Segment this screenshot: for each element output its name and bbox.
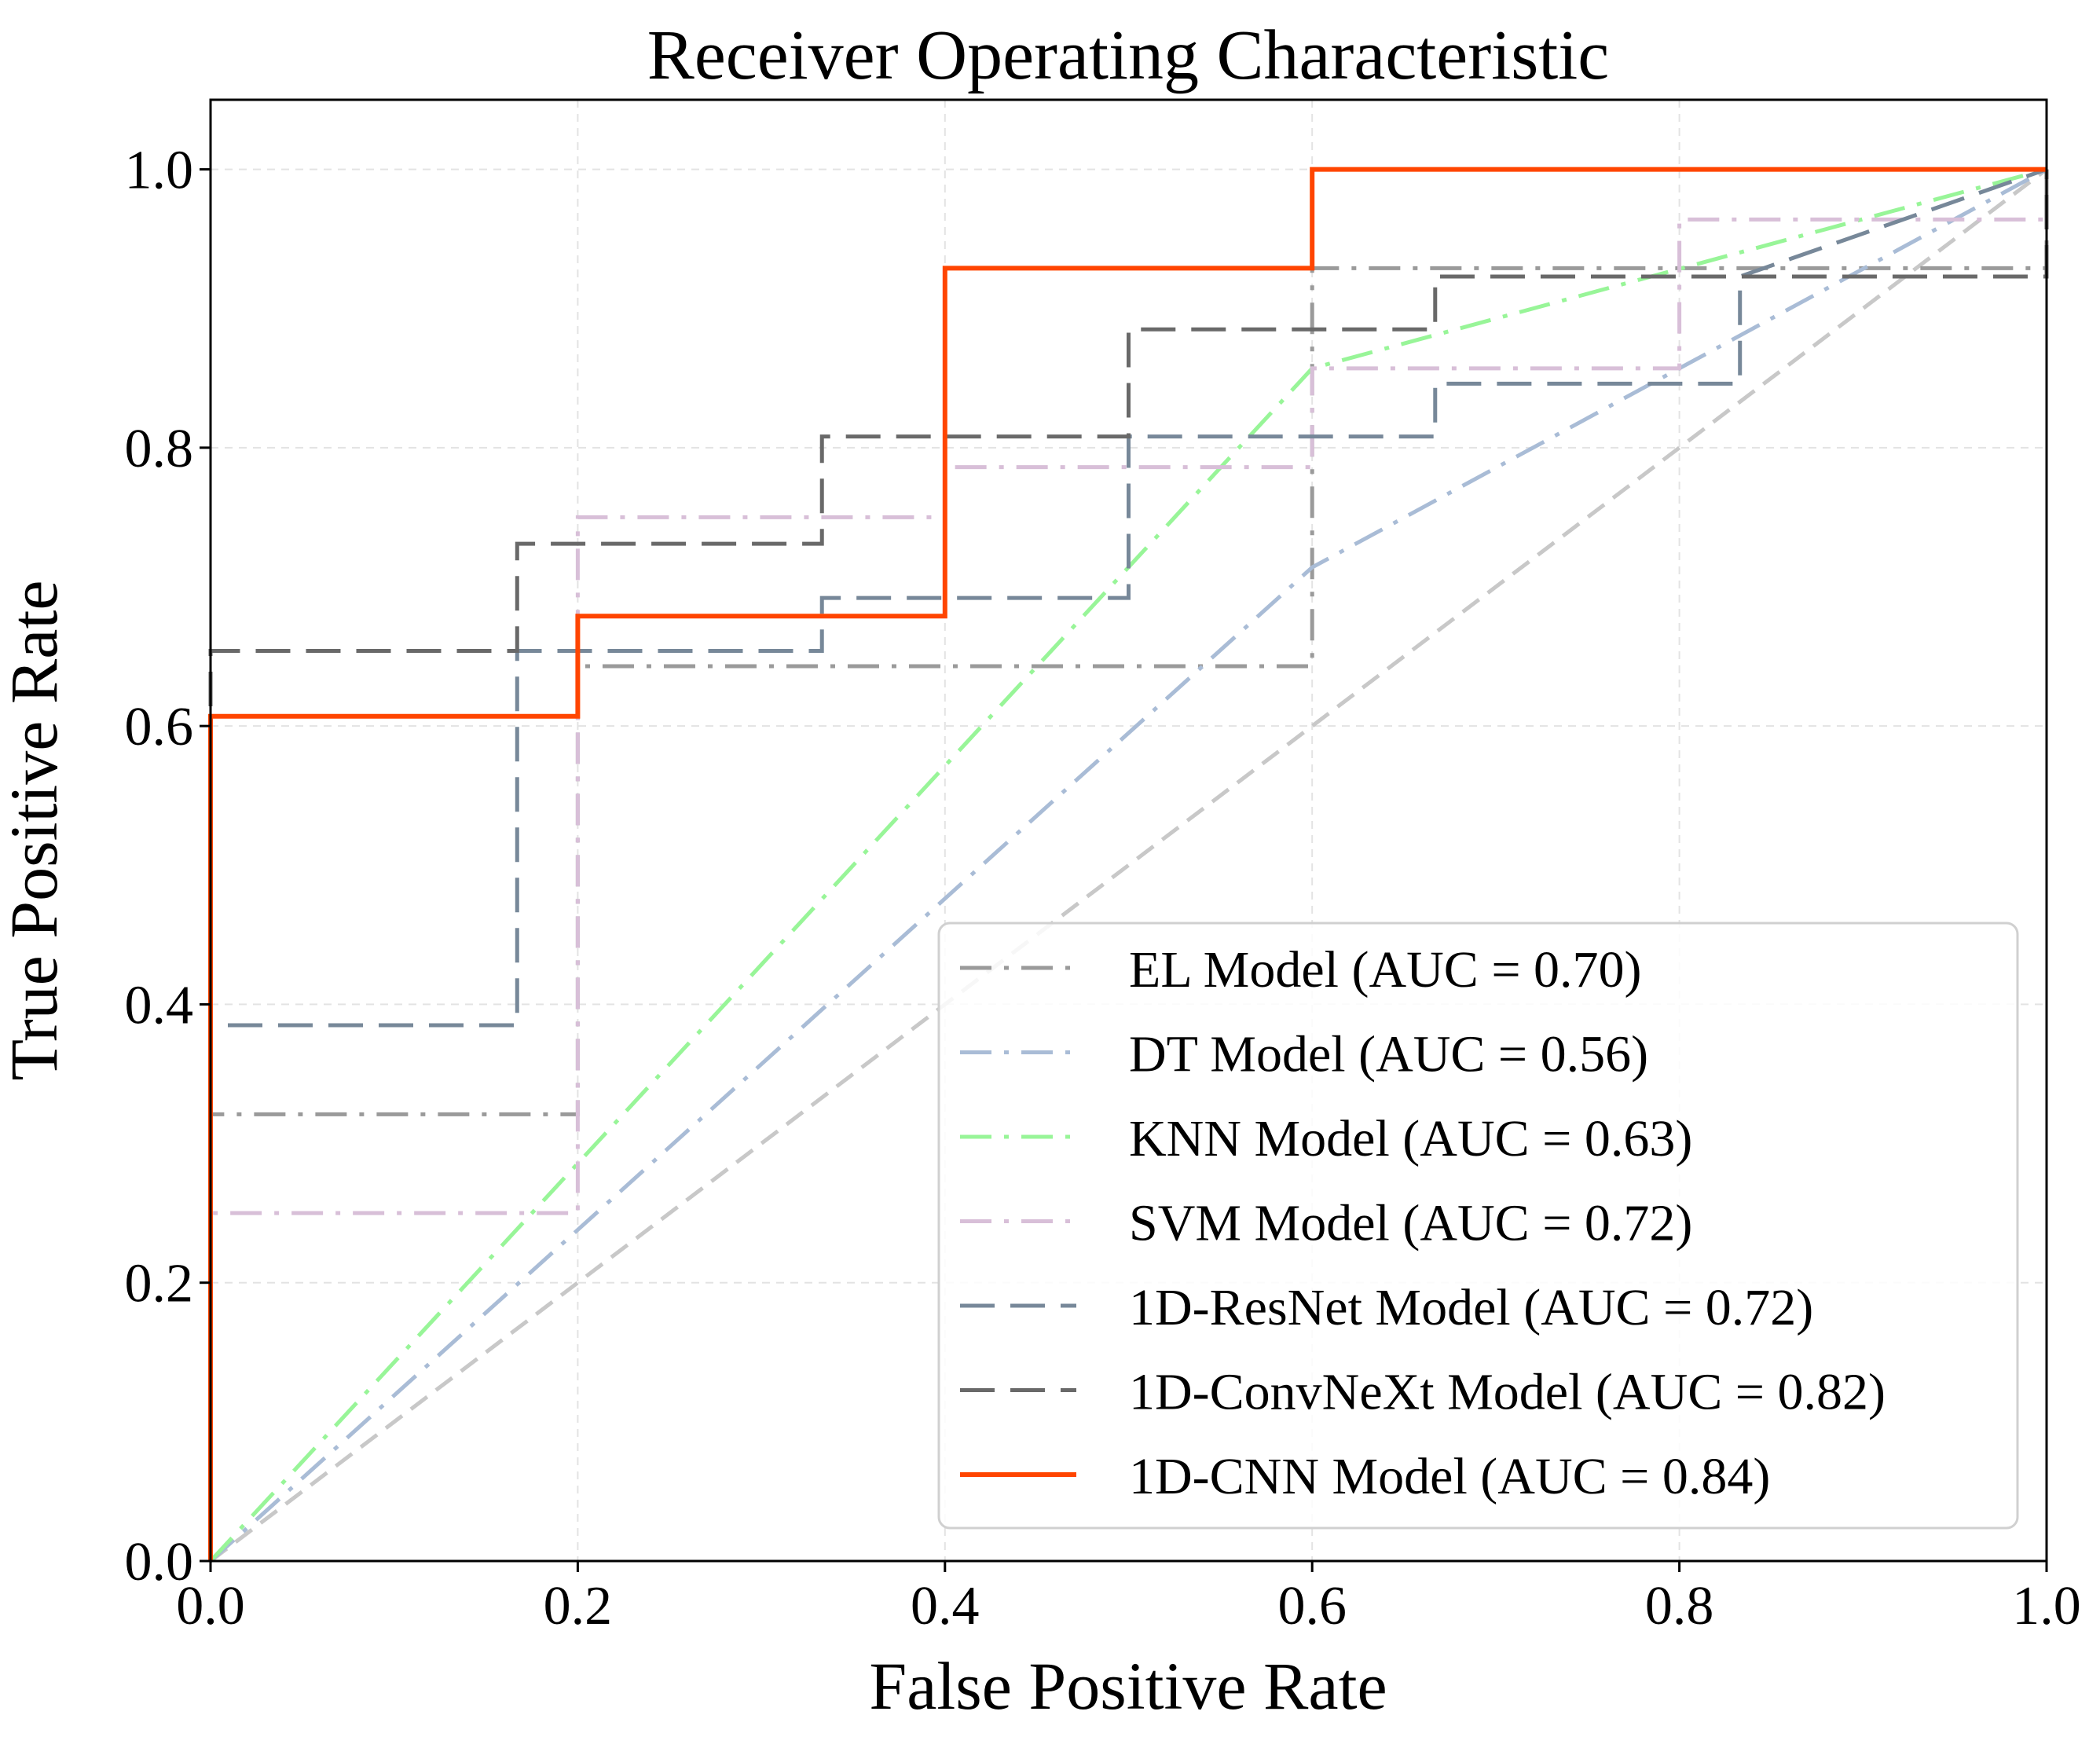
plot-series xyxy=(208,167,2049,1563)
series-line-5 xyxy=(208,167,2047,1561)
chart-title: Receiver Operating Characteristic xyxy=(647,16,1609,94)
y-tick-label: 0.6 xyxy=(125,697,194,757)
series-line-2 xyxy=(209,167,2048,1563)
legend-label-6: 1D-ConvNeXt Model (AUC = 0.82) xyxy=(1129,1364,1886,1421)
y-tick-label: 1.0 xyxy=(125,141,194,201)
x-axis-label: False Positive Rate xyxy=(869,1648,1387,1724)
legend-box xyxy=(937,922,2019,1530)
y-tick-label: 0.0 xyxy=(125,1532,194,1592)
legend-label-2: DT Model (AUC = 0.56) xyxy=(1129,1026,1648,1083)
x-tick-label: 0.0 xyxy=(176,1576,245,1636)
y-tick-label: 0.8 xyxy=(125,419,194,479)
legend-label-3: KNN Model (AUC = 0.63) xyxy=(1129,1110,1692,1167)
x-tick-label: 0.6 xyxy=(1277,1576,1347,1636)
x-tick-label: 0.8 xyxy=(1645,1576,1714,1636)
series-line-6 xyxy=(208,169,2049,1561)
series-line-7 xyxy=(208,167,2047,1561)
x-tick-label: 1.0 xyxy=(2012,1576,2081,1636)
diagonal-reference-line xyxy=(209,167,2048,1563)
legend-label-7: 1D-CNN Model (AUC = 0.84) xyxy=(1129,1448,1770,1505)
series-line-4 xyxy=(208,217,2047,1561)
x-axis: 0.0 0.2 0.4 0.6 0.8 1.0 xyxy=(176,1561,2081,1636)
y-tick-label: 0.2 xyxy=(125,1254,194,1314)
y-axis-label: True Positive Rate xyxy=(0,580,71,1080)
series-line-1 xyxy=(208,169,2049,1561)
legend: EL Model (AUC = 0.70) DT Model (AUC = 0.5… xyxy=(937,922,2019,1530)
y-tick-label: 0.4 xyxy=(125,975,194,1035)
x-tick-label: 0.2 xyxy=(544,1576,613,1636)
legend-label-5: 1D-ResNet Model (AUC = 0.72) xyxy=(1129,1279,1813,1336)
y-axis: 0.0 0.2 0.4 0.6 0.8 1.0 xyxy=(125,141,211,1592)
legend-label-1: EL Model (AUC = 0.70) xyxy=(1129,941,1642,999)
plot-frame xyxy=(209,98,2048,1563)
x-tick-label: 0.4 xyxy=(911,1576,980,1636)
legend-label-4: SVM Model (AUC = 0.72) xyxy=(1129,1195,1692,1252)
